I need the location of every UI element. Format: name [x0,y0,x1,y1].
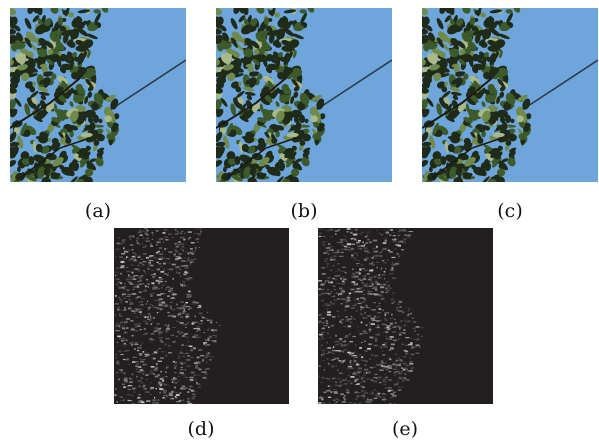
foliage-cluster [10,8,120,182]
foliage-cluster [216,8,326,182]
image-panel-d [114,228,289,404]
difference-map-d [114,228,289,404]
difference-map-e [318,228,493,404]
image-panel-e [318,228,493,404]
image-panel-b [216,8,392,182]
image-panel-c [422,8,598,182]
caption-d: (d) [187,418,215,440]
caption-b: (b) [290,200,318,222]
caption-c: (c) [497,200,523,222]
tree-sky-photo-a [10,8,186,182]
difference-speckles [114,228,222,404]
caption-a: (a) [84,200,112,222]
tree-sky-photo-c [422,8,598,182]
difference-speckles [318,228,424,404]
tree-sky-photo-b [216,8,392,182]
foliage-cluster [422,8,532,182]
image-panel-a [10,8,186,182]
caption-e: (e) [391,418,419,440]
